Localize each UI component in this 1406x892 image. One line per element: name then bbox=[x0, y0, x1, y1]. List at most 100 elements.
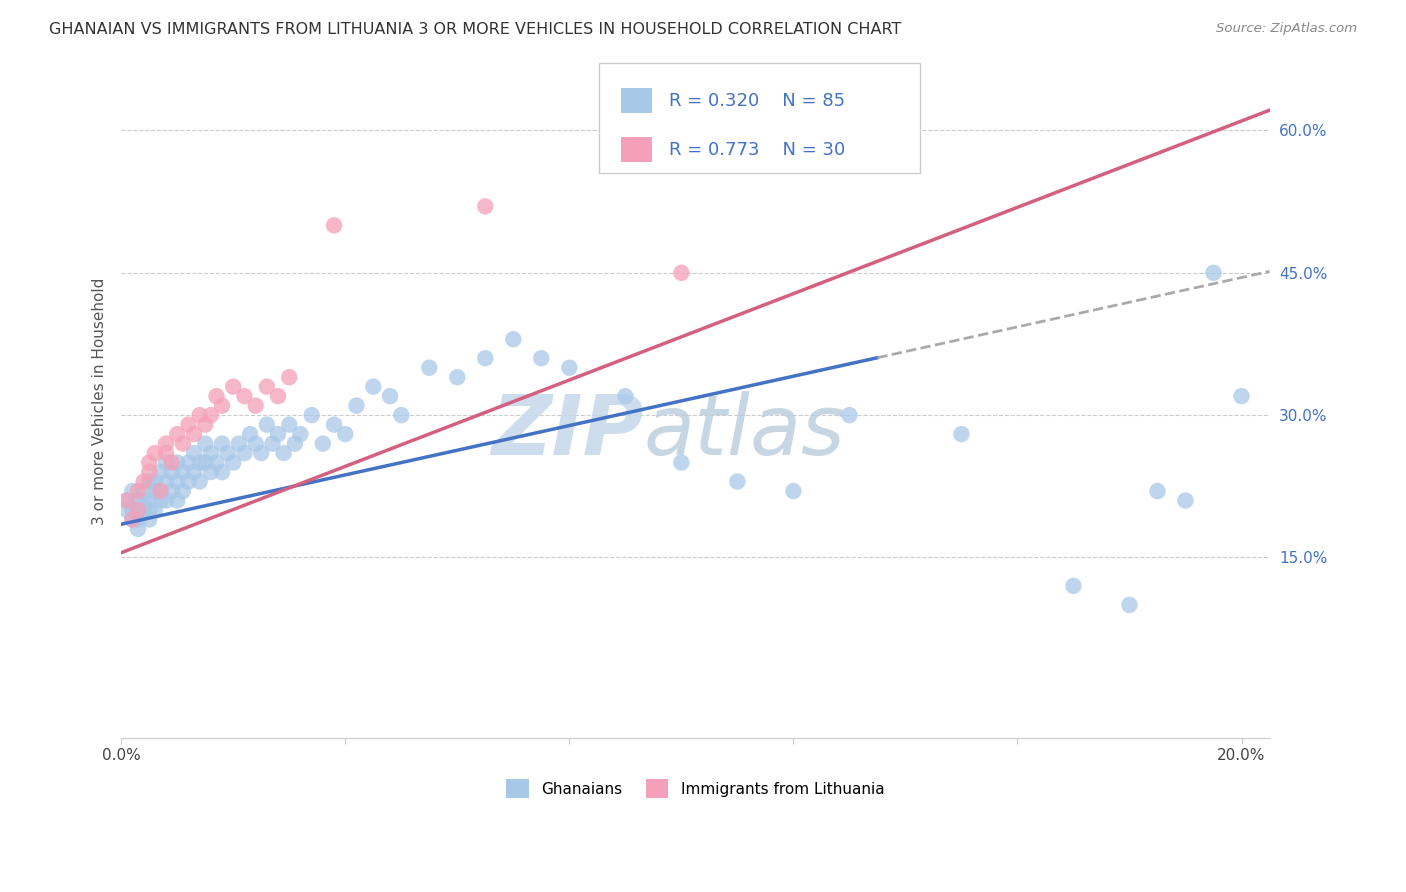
Point bbox=[346, 399, 368, 413]
Legend: Ghanaians, Immigrants from Lithuania: Ghanaians, Immigrants from Lithuania bbox=[501, 773, 890, 805]
Point bbox=[725, 475, 748, 489]
Point bbox=[211, 399, 233, 413]
Text: R = 0.320    N = 85: R = 0.320 N = 85 bbox=[669, 92, 845, 110]
Point bbox=[267, 427, 290, 442]
Point bbox=[233, 389, 256, 403]
Point bbox=[121, 512, 143, 526]
Point bbox=[127, 522, 149, 536]
Point bbox=[217, 446, 239, 460]
Point bbox=[149, 465, 172, 479]
Point bbox=[132, 493, 155, 508]
Point bbox=[149, 483, 172, 498]
Point bbox=[166, 475, 188, 489]
Point bbox=[143, 503, 166, 517]
Point bbox=[121, 512, 143, 526]
Point bbox=[418, 360, 440, 375]
Point bbox=[127, 493, 149, 508]
Point bbox=[194, 436, 217, 450]
Point bbox=[115, 503, 138, 517]
Point bbox=[155, 446, 177, 460]
Point bbox=[838, 408, 860, 422]
Point bbox=[166, 427, 188, 442]
Point bbox=[446, 370, 468, 384]
Point bbox=[211, 436, 233, 450]
Point bbox=[183, 427, 205, 442]
Point bbox=[138, 456, 160, 470]
Point bbox=[166, 493, 188, 508]
Point bbox=[256, 379, 278, 393]
Point bbox=[177, 456, 200, 470]
Point bbox=[205, 389, 228, 403]
Point bbox=[188, 475, 211, 489]
Point bbox=[1230, 389, 1253, 403]
Point bbox=[389, 408, 412, 422]
Point bbox=[211, 465, 233, 479]
Text: atlas: atlas bbox=[644, 391, 845, 472]
Point bbox=[149, 483, 172, 498]
Point bbox=[200, 465, 222, 479]
Point bbox=[194, 417, 217, 432]
Point bbox=[160, 456, 183, 470]
Point bbox=[188, 456, 211, 470]
Point bbox=[233, 446, 256, 460]
Text: ZIP: ZIP bbox=[491, 391, 644, 472]
Point bbox=[143, 446, 166, 460]
Point bbox=[335, 427, 357, 442]
Point bbox=[127, 512, 149, 526]
Y-axis label: 3 or more Vehicles in Household: 3 or more Vehicles in Household bbox=[93, 277, 107, 524]
Point bbox=[155, 493, 177, 508]
Point bbox=[127, 503, 149, 517]
Point bbox=[132, 475, 155, 489]
Point bbox=[149, 493, 172, 508]
Point bbox=[200, 446, 222, 460]
Point bbox=[194, 456, 217, 470]
Point bbox=[166, 456, 188, 470]
Point bbox=[1146, 483, 1168, 498]
Point bbox=[155, 456, 177, 470]
Point bbox=[1062, 579, 1084, 593]
Point bbox=[361, 379, 384, 393]
Point bbox=[205, 456, 228, 470]
Point bbox=[474, 351, 496, 366]
Point bbox=[312, 436, 335, 450]
Point bbox=[138, 475, 160, 489]
Point bbox=[183, 446, 205, 460]
Point bbox=[188, 408, 211, 422]
Point bbox=[177, 417, 200, 432]
Point bbox=[245, 399, 267, 413]
Point bbox=[132, 483, 155, 498]
Point bbox=[183, 465, 205, 479]
Point bbox=[530, 351, 553, 366]
Point bbox=[250, 446, 273, 460]
Point bbox=[1174, 493, 1197, 508]
Point bbox=[323, 417, 346, 432]
Point bbox=[138, 465, 160, 479]
Point bbox=[278, 370, 301, 384]
Point bbox=[782, 483, 804, 498]
Point bbox=[143, 475, 166, 489]
Point bbox=[222, 456, 245, 470]
Point bbox=[239, 427, 262, 442]
Point bbox=[138, 493, 160, 508]
Point bbox=[228, 436, 250, 450]
Point bbox=[1202, 266, 1225, 280]
Point bbox=[671, 266, 693, 280]
Point bbox=[278, 417, 301, 432]
Point bbox=[273, 446, 295, 460]
Point bbox=[127, 483, 149, 498]
Point bbox=[121, 503, 143, 517]
Point bbox=[127, 503, 149, 517]
Point bbox=[474, 199, 496, 213]
Point bbox=[614, 389, 637, 403]
Point bbox=[262, 436, 284, 450]
Point bbox=[378, 389, 401, 403]
Point bbox=[115, 493, 138, 508]
Point bbox=[671, 456, 693, 470]
Text: Source: ZipAtlas.com: Source: ZipAtlas.com bbox=[1216, 22, 1357, 36]
Point bbox=[160, 465, 183, 479]
Point bbox=[301, 408, 323, 422]
Point bbox=[172, 465, 194, 479]
Point bbox=[132, 503, 155, 517]
Point bbox=[290, 427, 312, 442]
Point bbox=[222, 379, 245, 393]
